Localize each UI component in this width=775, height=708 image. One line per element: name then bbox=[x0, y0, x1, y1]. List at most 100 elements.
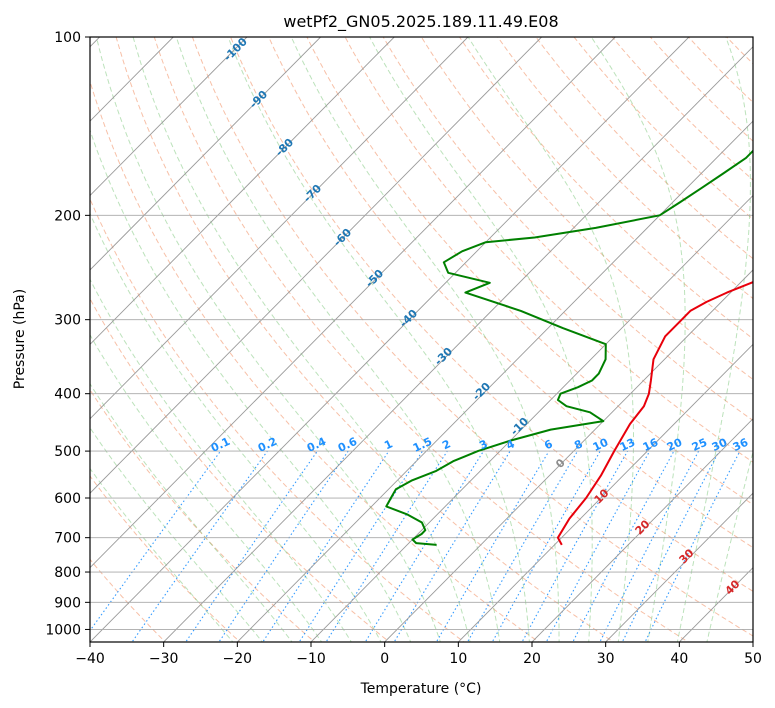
isotherm-line bbox=[310, 194, 753, 642]
y-tick-label: 400 bbox=[54, 387, 81, 403]
moist-adiabat-line bbox=[90, 212, 382, 642]
x-tick-label: 10 bbox=[449, 651, 467, 667]
mixing-ratio-label: 30 bbox=[710, 436, 730, 454]
mixing-ratio-line bbox=[325, 450, 448, 642]
y-tick-label: 900 bbox=[54, 595, 81, 611]
isotherm-line bbox=[752, 641, 753, 642]
dry-adiabat-line bbox=[230, 37, 753, 592]
isotherm-line bbox=[90, 37, 542, 494]
moist-adiabat-line bbox=[706, 449, 753, 642]
moist-adiabat-line bbox=[227, 37, 530, 642]
x-tick-label: 30 bbox=[597, 651, 615, 667]
dry-adiabat-line bbox=[90, 475, 241, 642]
moist-adiabat-line bbox=[132, 37, 471, 642]
isotherm-line bbox=[458, 343, 753, 642]
isotherm-line bbox=[90, 37, 248, 197]
y-axis-label: Pressure (hPa) bbox=[12, 289, 28, 389]
isotherm-line bbox=[163, 46, 753, 642]
mixing-ratio-line bbox=[466, 450, 578, 642]
y-tick-label: 1000 bbox=[45, 622, 81, 638]
dry-adiabat-line bbox=[458, 37, 753, 340]
dry-adiabat-line bbox=[649, 37, 753, 142]
chart-title: wetPf2_GN05.2025.189.11.49.E08 bbox=[283, 12, 558, 32]
dry-adiabat-line bbox=[573, 37, 753, 220]
dry-adiabat-line bbox=[90, 297, 391, 642]
moist-adiabat-line bbox=[90, 382, 293, 642]
moist-adiabat-line bbox=[90, 467, 234, 642]
isotherm-line bbox=[90, 37, 469, 420]
mixing-ratio-line bbox=[90, 450, 221, 632]
moist-adiabat-label: 10 bbox=[592, 486, 612, 506]
mixing-ratio-label: 0.1 bbox=[209, 435, 232, 455]
dry-adiabat-line bbox=[90, 388, 316, 642]
dry-adiabat-line bbox=[268, 37, 753, 549]
mixing-ratio-line bbox=[262, 450, 390, 642]
mixing-ratio-label: 2 bbox=[440, 437, 452, 452]
y-tick-label: 300 bbox=[54, 313, 81, 329]
moist-adiabat-label: 20 bbox=[633, 517, 653, 537]
mixing-ratio-label: 6 bbox=[542, 437, 555, 452]
moist-adiabat-line bbox=[90, 426, 264, 642]
isotherm-line bbox=[90, 37, 616, 569]
mixing-ratio-label: 10 bbox=[591, 436, 611, 454]
mixing-ratio-label: 0.6 bbox=[336, 435, 359, 455]
isotherm-line bbox=[384, 269, 753, 642]
x-tick-label: 0 bbox=[380, 651, 389, 667]
dry-adiabat-line bbox=[153, 37, 690, 642]
dry-adiabat-label: -10 bbox=[508, 415, 531, 438]
x-tick-label: 50 bbox=[744, 651, 762, 667]
x-tick-label: 40 bbox=[670, 651, 688, 667]
isotherm-line bbox=[679, 566, 753, 642]
moist-adiabat-line bbox=[590, 37, 686, 642]
x-tick-label: 20 bbox=[523, 651, 541, 667]
background-lines bbox=[90, 37, 753, 642]
dry-adiabat-line bbox=[725, 37, 753, 65]
dry-adiabat-label: -40 bbox=[397, 307, 420, 330]
moist-adiabat-label: 40 bbox=[723, 577, 743, 597]
dry-adiabat-label: -50 bbox=[363, 267, 386, 290]
moist-adiabat-line bbox=[90, 128, 412, 642]
dry-adiabat-label: -20 bbox=[470, 380, 493, 403]
mixing-ratio-line bbox=[545, 450, 651, 642]
mixing-ratio-label: 25 bbox=[690, 436, 709, 454]
y-tick-label: 200 bbox=[54, 208, 81, 224]
dry-adiabat-line bbox=[115, 37, 615, 642]
y-tick-label: 600 bbox=[54, 491, 81, 507]
isotherm-line bbox=[90, 37, 395, 345]
y-tick-label: 800 bbox=[54, 565, 81, 581]
x-tick-label: −10 bbox=[296, 651, 326, 667]
mixing-ratio-label: 0.4 bbox=[305, 435, 328, 455]
isotherm-line bbox=[531, 418, 753, 642]
mixing-ratio-line bbox=[218, 450, 349, 642]
mixing-ratio-label: 1 bbox=[382, 437, 394, 452]
mixing-ratio-line bbox=[364, 450, 484, 642]
mixing-ratio-line bbox=[572, 450, 675, 642]
dry-adiabat-line bbox=[497, 37, 753, 300]
x-axis: −40 −30 −20 −10 0 10 20 30 40 50 bbox=[75, 642, 762, 667]
mixing-ratio-line bbox=[621, 450, 720, 642]
mixing-ratio-label: 20 bbox=[665, 436, 685, 454]
sounding-curves bbox=[385, 149, 753, 546]
dry-adiabat-line bbox=[306, 37, 753, 506]
temperature-profile-line bbox=[556, 281, 753, 546]
dry-adiabat-line bbox=[535, 37, 753, 260]
dry-adiabat-label: -30 bbox=[432, 345, 455, 368]
dry-adiabat-line bbox=[382, 37, 753, 422]
x-tick-label: −40 bbox=[75, 651, 105, 667]
isotherm-line bbox=[237, 120, 753, 642]
y-tick-label: 500 bbox=[54, 444, 81, 460]
mixing-ratio-line bbox=[131, 450, 268, 642]
dewpoint-profile-line bbox=[385, 149, 753, 546]
dry-adiabat-line bbox=[90, 79, 540, 642]
plot-frame bbox=[89, 36, 754, 643]
x-tick-label: −20 bbox=[223, 651, 253, 667]
mixing-ratio-label: 16 bbox=[641, 436, 661, 454]
isotherm-line bbox=[90, 37, 690, 642]
dry-adiabat-label: -100 bbox=[221, 35, 250, 64]
moist-adiabat-line bbox=[90, 278, 352, 642]
mixing-ratio-label: 13 bbox=[618, 436, 637, 454]
mixing-ratio-label: 1.5 bbox=[411, 435, 434, 455]
mixing-ratio-label: 0.2 bbox=[256, 435, 279, 455]
